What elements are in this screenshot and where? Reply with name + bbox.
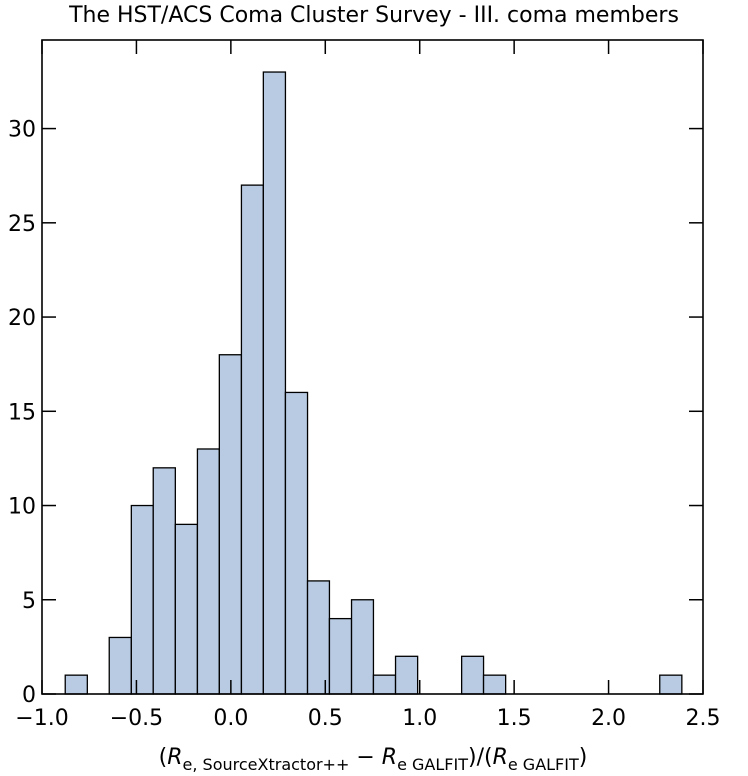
bar (460, 655, 485, 695)
bar (174, 523, 199, 695)
x-tick-label: 2.0 (591, 706, 626, 731)
bar (284, 391, 309, 695)
y-tick-label: 30 (8, 118, 36, 143)
bar (328, 617, 353, 695)
x-axis-label-part: )/( (468, 745, 493, 770)
y-tick-label: 5 (22, 589, 36, 614)
x-axis-label-part: − (349, 745, 381, 770)
y-tick-label: 25 (8, 212, 36, 237)
x-tick-label: −0.5 (110, 706, 163, 731)
x-tick-label: 0.5 (308, 706, 343, 731)
bar (152, 467, 176, 695)
bar (394, 655, 419, 695)
x-tick-label: −1.0 (15, 706, 68, 731)
x-tick-label: 2.5 (686, 706, 721, 731)
y-tick-label: 0 (22, 683, 36, 708)
bar (64, 674, 88, 695)
bar (108, 636, 132, 695)
bar (659, 674, 683, 695)
x-axis-label: (Re, SourceXtractor++ − Re GALFIT)/(Re G… (159, 745, 588, 774)
x-tick-label: 0.0 (213, 706, 248, 731)
y-tick-label: 20 (8, 306, 36, 331)
x-tick-label: 1.0 (402, 706, 437, 731)
x-tick-label: 1.5 (497, 706, 532, 731)
y-tick-label: 15 (8, 400, 36, 425)
chart-title: The HST/ACS Coma Cluster Survey - III. c… (68, 3, 679, 28)
x-axis-label-part: R (167, 745, 182, 770)
x-axis-label-part: e GALFIT (508, 755, 579, 774)
x-axis-label-part: R (493, 745, 508, 770)
bar (218, 354, 243, 695)
x-axis-label-part: e GALFIT (397, 755, 468, 774)
bar (372, 674, 397, 695)
plot-frame (41, 39, 704, 695)
bar (262, 71, 287, 695)
x-axis-label-part: ) (579, 745, 588, 770)
x-axis-label-part: e, SourceXtractor++ (183, 755, 350, 774)
bar (482, 674, 507, 695)
x-axis-label-part: ( (159, 745, 168, 770)
bar (130, 504, 154, 695)
bar (240, 184, 264, 695)
bar (350, 599, 375, 695)
bar (306, 580, 331, 695)
bar (196, 448, 220, 695)
x-axis-label-part: R (382, 745, 397, 770)
y-tick-label: 10 (8, 495, 36, 520)
